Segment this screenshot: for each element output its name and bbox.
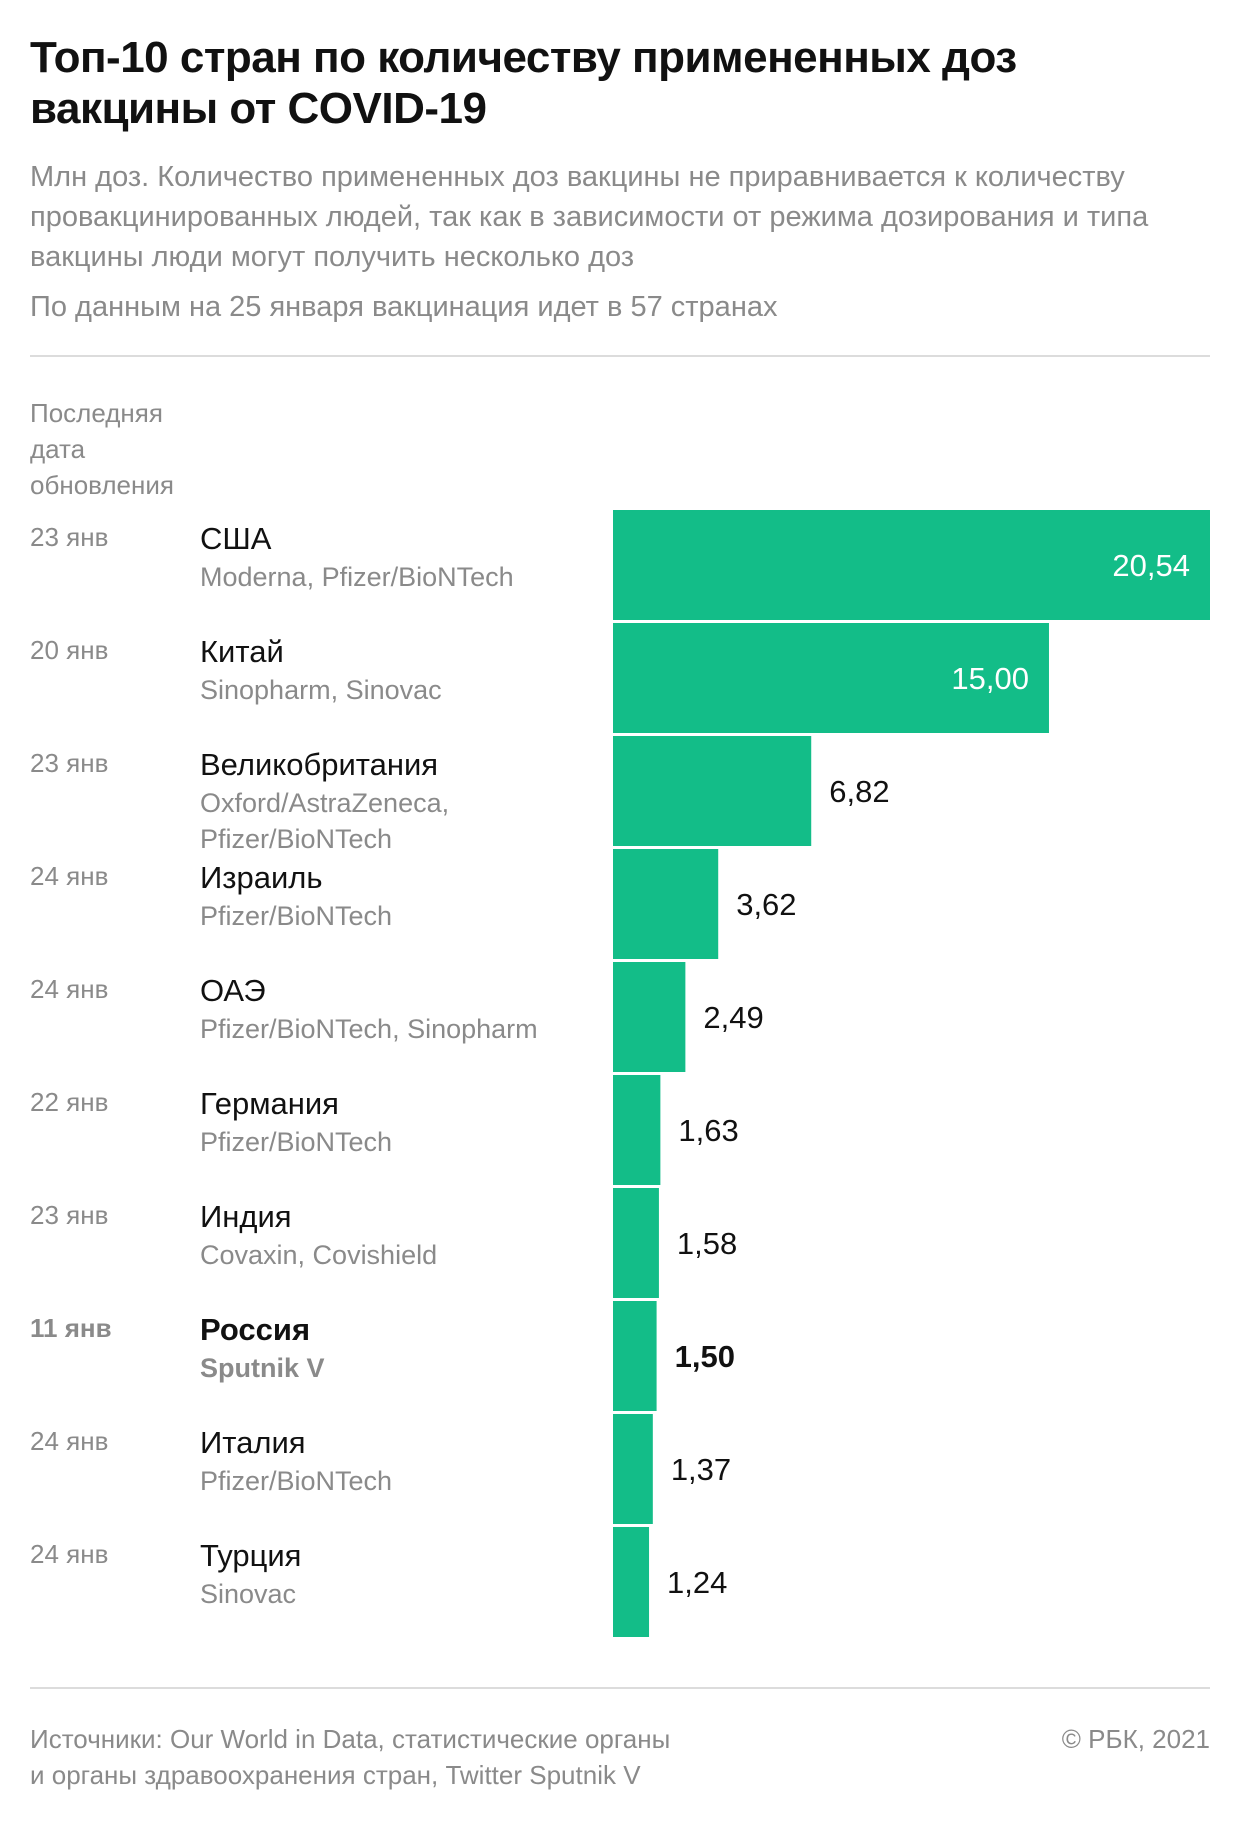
country-name: Израиль <box>200 860 323 895</box>
bar <box>613 962 686 1072</box>
update-date: 23 янв <box>30 522 108 552</box>
value-label: 1,50 <box>675 1339 735 1374</box>
country-name: Турция <box>200 1538 301 1573</box>
country-name: Россия <box>200 1312 310 1347</box>
top-divider <box>30 355 1210 357</box>
country-name: ОАЭ <box>200 973 266 1008</box>
vaccine-names: Moderna, Pfizer/BioNTech <box>200 562 514 592</box>
bar <box>613 1414 653 1524</box>
vaccine-names: Pfizer/BioNTech <box>200 1127 392 1157</box>
bar <box>613 849 719 959</box>
vaccine-names: Oxford/AstraZeneca, <box>200 788 449 818</box>
update-date: 24 янв <box>30 861 108 891</box>
vaccine-names: Sinovac <box>200 1579 296 1609</box>
update-date: 24 янв <box>30 1539 108 1569</box>
country-name: Индия <box>200 1199 292 1234</box>
vaccine-names: Pfizer/BioNTech <box>200 824 392 854</box>
chart-title: Топ-10 стран по количеству примененных д… <box>30 33 1017 133</box>
vaccine-names: Pfizer/BioNTech <box>200 901 392 931</box>
data-note: По данным на 25 января вакцинация идет в… <box>30 291 778 323</box>
bar <box>613 1301 657 1411</box>
value-label: 15,00 <box>951 661 1029 696</box>
vaccine-names: Sinopharm, Sinovac <box>200 675 442 705</box>
vaccine-names: Covaxin, Covishield <box>200 1240 437 1270</box>
bar <box>613 1188 659 1298</box>
sources-text: Источники: Our World in Data, статистиче… <box>30 1724 671 1790</box>
country-name: США <box>200 521 272 556</box>
country-name: Китай <box>200 634 284 669</box>
vaccine-names: Pfizer/BioNTech <box>200 1466 392 1496</box>
bottom-divider <box>30 1687 1210 1689</box>
value-label: 1,37 <box>671 1452 731 1487</box>
vaccine-names: Pfizer/BioNTech, Sinopharm <box>200 1014 538 1044</box>
update-date: 23 янв <box>30 1200 108 1230</box>
update-date: 22 янв <box>30 1087 108 1117</box>
date-column-header: Последняя дата обновления <box>30 398 174 500</box>
bar <box>613 623 1049 733</box>
vaccine-names: Sputnik V <box>200 1353 325 1383</box>
country-name: Германия <box>200 1086 339 1121</box>
update-date: 11 янв <box>30 1313 112 1343</box>
value-label: 1,63 <box>678 1113 738 1148</box>
value-label: 6,82 <box>829 774 889 809</box>
country-name: Великобритания <box>200 747 438 782</box>
bar <box>613 1075 661 1185</box>
bar <box>613 510 1210 620</box>
value-label: 1,24 <box>667 1565 727 1600</box>
bar <box>613 1527 650 1637</box>
copyright-text: © РБК, 2021 <box>1061 1724 1210 1754</box>
value-label: 1,58 <box>677 1226 737 1261</box>
country-name: Италия <box>200 1425 306 1460</box>
value-label: 3,62 <box>736 887 796 922</box>
chart-subtitle: Млн доз. Количество примененных доз вакц… <box>30 161 1149 273</box>
update-date: 20 янв <box>30 635 108 665</box>
update-date: 23 янв <box>30 748 108 778</box>
value-label: 2,49 <box>703 1000 763 1035</box>
update-date: 24 янв <box>30 974 108 1004</box>
update-date: 24 янв <box>30 1426 108 1456</box>
value-label: 20,54 <box>1112 548 1190 583</box>
bar <box>613 736 812 846</box>
